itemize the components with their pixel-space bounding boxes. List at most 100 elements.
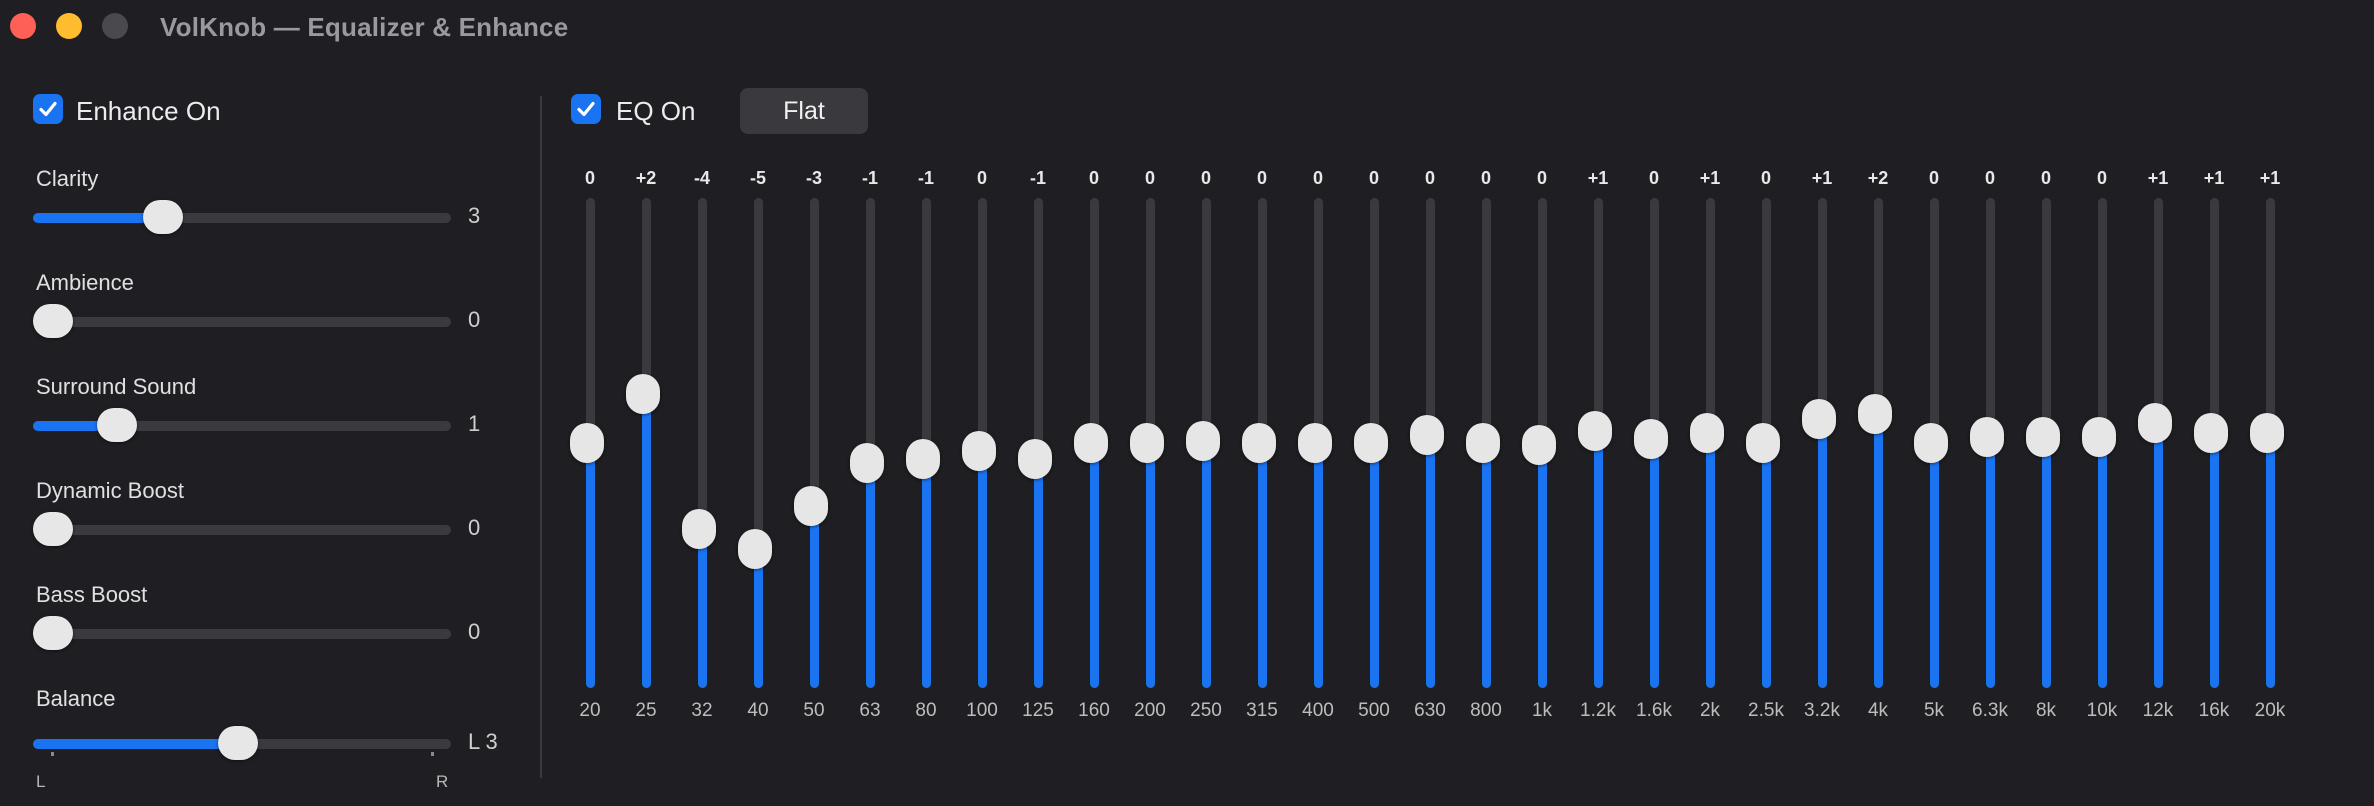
eq-band-slider-knob[interactable] xyxy=(962,431,996,472)
eq-band-slider-knob[interactable] xyxy=(1018,439,1052,480)
zoom-window-button[interactable] xyxy=(102,13,128,39)
eq-band-slider[interactable] xyxy=(1858,198,1892,688)
eq-band-slider[interactable] xyxy=(1018,198,1052,688)
eq-band-gain-value: 0 xyxy=(1088,168,1099,188)
eq-band-frequency-label: 1.6k xyxy=(1636,700,1672,721)
eq-band-slider[interactable] xyxy=(1914,198,1948,688)
eq-band-slider-knob[interactable] xyxy=(626,374,660,414)
clarity-slider-knob[interactable] xyxy=(142,200,183,234)
eq-band-slider[interactable] xyxy=(1186,198,1220,688)
eq-band-slider[interactable] xyxy=(682,198,716,688)
balance-right-tick xyxy=(431,752,434,756)
eq-band-slider[interactable] xyxy=(626,198,660,688)
eq-band-slider[interactable] xyxy=(2026,198,2060,688)
eq-band-slider-knob[interactable] xyxy=(1522,425,1556,466)
eq-band-slider-fill xyxy=(866,463,875,688)
eq-band-frequency-label: 20k xyxy=(2254,700,2286,721)
eq-band-slider[interactable] xyxy=(1690,198,1724,688)
minimize-window-button[interactable] xyxy=(56,13,82,39)
eq-on-checkbox[interactable] xyxy=(571,94,601,124)
eq-band-slider[interactable] xyxy=(1746,198,1780,688)
eq-band-slider-knob[interactable] xyxy=(1802,398,1836,439)
eq-band-slider[interactable] xyxy=(906,198,940,688)
eq-band-slider[interactable] xyxy=(1242,198,1276,688)
close-window-button[interactable] xyxy=(10,13,36,39)
eq-band-slider-knob[interactable] xyxy=(1354,423,1388,463)
eq-band-slider-knob[interactable] xyxy=(1578,410,1612,451)
eq-band-frequency-label: 2k xyxy=(1699,700,1721,721)
eq-band-gain-value: 0 xyxy=(976,168,987,188)
eq-band-gain-value: 0 xyxy=(1984,168,1995,188)
surround-sound-slider[interactable] xyxy=(33,408,451,442)
bass-boost-slider-knob[interactable] xyxy=(33,616,73,650)
eq-band-slider-knob[interactable] xyxy=(738,529,772,570)
bass-boost-slider[interactable] xyxy=(33,616,451,650)
eq-band-slider-knob[interactable] xyxy=(1746,423,1780,463)
eq-band-slider-knob[interactable] xyxy=(1970,416,2004,457)
eq-band-slider-knob[interactable] xyxy=(1242,423,1276,463)
eq-band-slider-knob[interactable] xyxy=(1690,412,1724,453)
ambience-slider-knob[interactable] xyxy=(33,304,73,338)
eq-band-slider-knob[interactable] xyxy=(1914,423,1948,463)
eq-band-slider[interactable] xyxy=(1130,198,1164,688)
eq-band-slider[interactable] xyxy=(794,198,828,688)
eq-band-slider[interactable] xyxy=(1802,198,1836,688)
eq-band-slider[interactable] xyxy=(1522,198,1556,688)
eq-band-slider-knob[interactable] xyxy=(1466,423,1500,463)
surround-sound-slider-knob[interactable] xyxy=(97,408,138,442)
clarity-value: 3 xyxy=(468,203,481,228)
eq-band-slider-knob[interactable] xyxy=(1634,418,1668,459)
eq-band-slider-knob[interactable] xyxy=(2026,416,2060,457)
eq-band-slider[interactable] xyxy=(1466,198,1500,688)
eq-band-slider[interactable] xyxy=(570,198,604,688)
eq-band-slider-knob[interactable] xyxy=(850,443,884,484)
eq-band-gain-value: 0 xyxy=(1368,168,1379,188)
clarity-slider[interactable] xyxy=(33,200,451,234)
dynamic-boost-slider-knob[interactable] xyxy=(33,512,73,546)
eq-band-slider-knob[interactable] xyxy=(1298,423,1332,463)
eq-band-slider[interactable] xyxy=(738,198,772,688)
eq-band-slider-knob[interactable] xyxy=(1074,423,1108,463)
balance-slider-knob[interactable] xyxy=(218,726,259,760)
dynamic-boost-slider[interactable] xyxy=(33,512,451,546)
eq-band-slider[interactable] xyxy=(2250,198,2284,688)
eq-band-slider-knob[interactable] xyxy=(1186,420,1220,461)
flat-button[interactable]: Flat xyxy=(740,88,868,134)
eq-band-slider[interactable] xyxy=(2194,198,2228,688)
eq-band-slider[interactable] xyxy=(1578,198,1612,688)
eq-band-slider-knob[interactable] xyxy=(906,439,940,480)
eq-band-3.2k: +1 3.2k xyxy=(1802,168,1842,736)
eq-band-slider-knob[interactable] xyxy=(1858,394,1892,435)
eq-band-slider[interactable] xyxy=(1298,198,1332,688)
ambience-slider[interactable] xyxy=(33,304,451,338)
eq-band-slider[interactable] xyxy=(2082,198,2116,688)
enhance-on-checkbox[interactable] xyxy=(33,94,63,124)
eq-band-slider-knob[interactable] xyxy=(2138,402,2172,443)
eq-band-slider-knob[interactable] xyxy=(682,508,716,549)
eq-band-slider-knob[interactable] xyxy=(570,423,604,463)
eq-band-frequency-label: 125 xyxy=(1022,700,1054,721)
balance-slider[interactable] xyxy=(33,726,451,760)
eq-band-2k: +1 2k xyxy=(1690,168,1730,736)
checkmark-icon xyxy=(39,101,57,117)
eq-band-slider-knob[interactable] xyxy=(2082,416,2116,457)
eq-band-frequency-label: 630 xyxy=(1414,700,1446,721)
eq-band-slider-knob[interactable] xyxy=(1410,414,1444,455)
eq-band-slider[interactable] xyxy=(1970,198,2004,688)
eq-band-slider[interactable] xyxy=(962,198,996,688)
eq-band-slider[interactable] xyxy=(1410,198,1444,688)
eq-band-slider-knob[interactable] xyxy=(794,486,828,527)
ambience-value: 0 xyxy=(468,307,481,332)
eq-band-slider[interactable] xyxy=(850,198,884,688)
eq-band-frequency-label: 250 xyxy=(1190,700,1222,721)
eq-band-slider-knob[interactable] xyxy=(1130,423,1164,463)
eq-band-slider-fill xyxy=(1426,434,1435,688)
eq-band-slider-knob[interactable] xyxy=(2250,412,2284,453)
eq-band-slider-knob[interactable] xyxy=(2194,412,2228,453)
eq-band-slider[interactable] xyxy=(1074,198,1108,688)
eq-band-slider[interactable] xyxy=(1354,198,1388,688)
eq-band-slider[interactable] xyxy=(1634,198,1668,688)
eq-band-slider[interactable] xyxy=(2138,198,2172,688)
eq-band-gain-value: 0 xyxy=(1200,168,1211,188)
eq-on-label: EQ On xyxy=(616,96,696,126)
